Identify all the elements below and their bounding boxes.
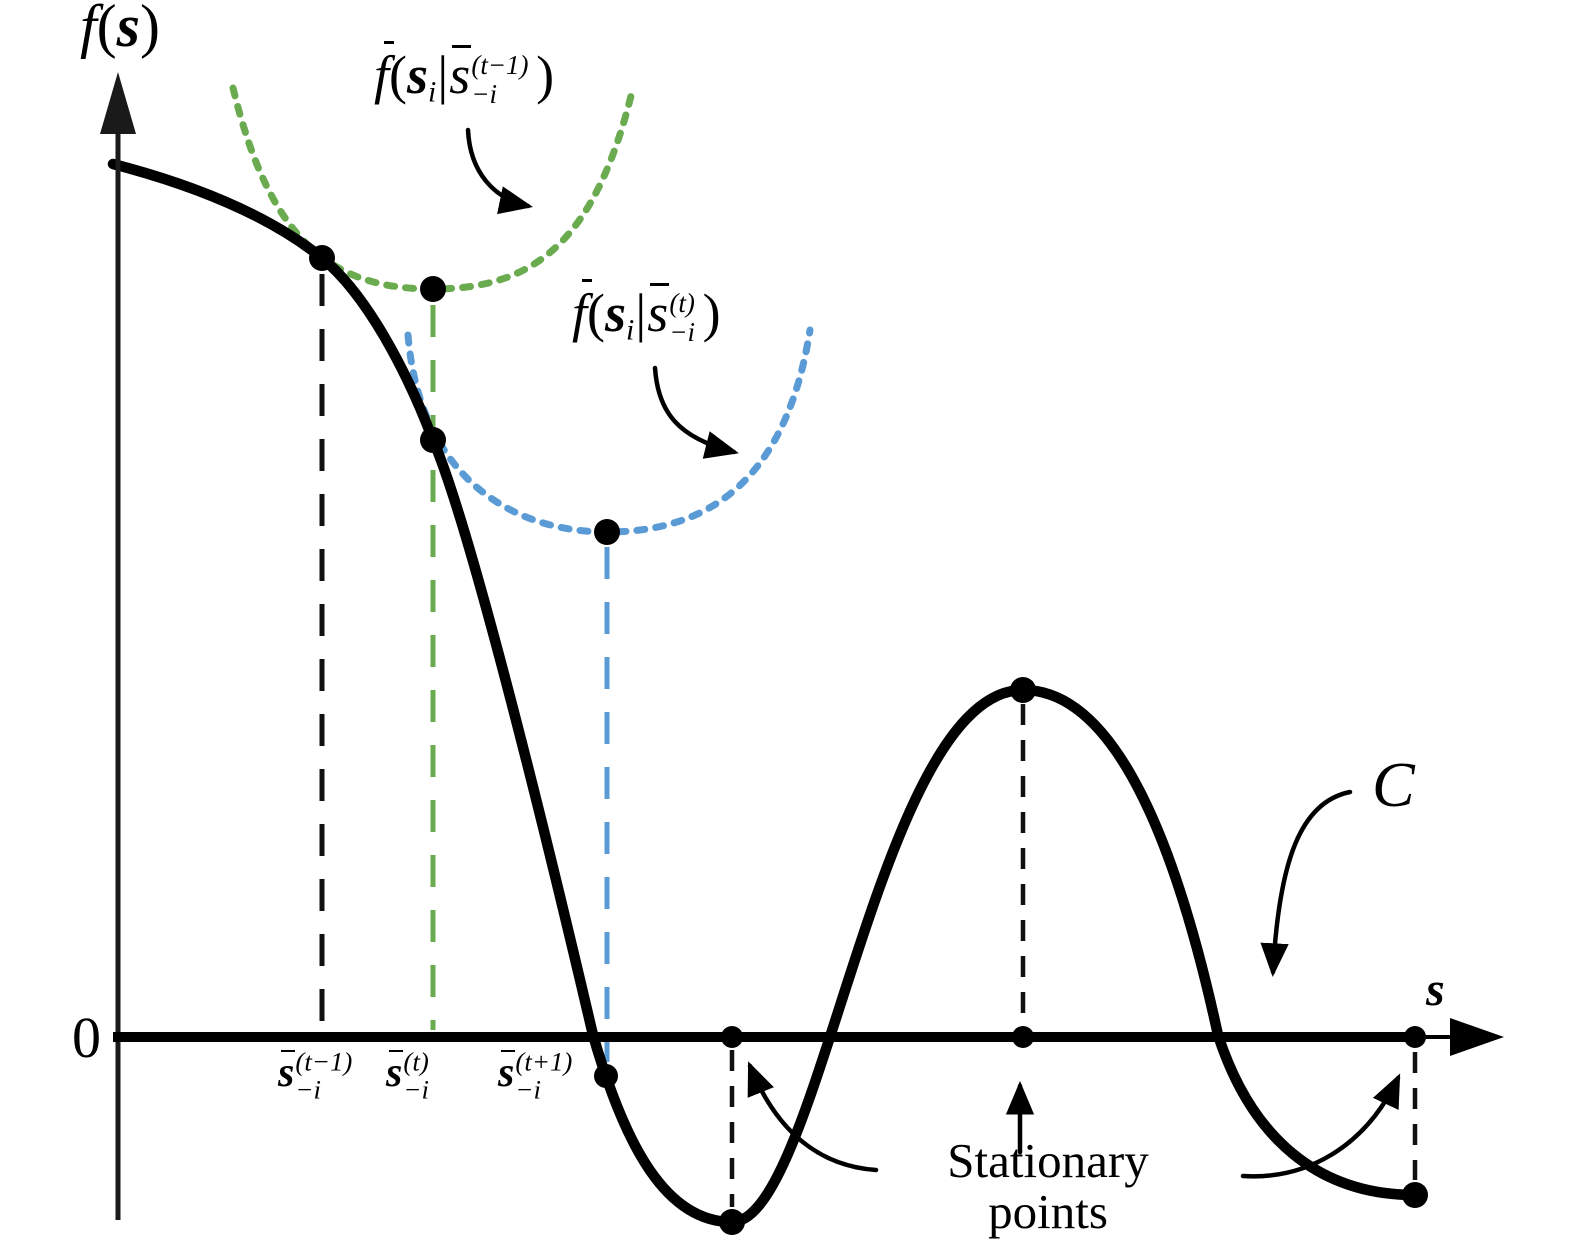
sup: (t+1) [515, 1046, 573, 1077]
stationary-line1: Stationary [947, 1133, 1149, 1188]
curve-label-arrow [1260, 789, 1353, 978]
annotation-arrows [465, 127, 1401, 1179]
y-label-f: f [80, 0, 97, 59]
open-paren: ( [389, 45, 407, 105]
dot-axis-max [1012, 1026, 1034, 1048]
sbar: s [278, 1049, 296, 1096]
scripts: (t−1) −i [295, 1046, 353, 1105]
y-label-arg: s [116, 0, 141, 59]
surrogate-curve-curr [404, 326, 814, 536]
surrogate-curr-arrow [652, 365, 739, 459]
open-paren: ( [587, 283, 605, 343]
dot-surrogate-curr-min [594, 519, 620, 545]
surrogate-label-curr: f(si|s (t) −i) [572, 278, 721, 347]
dot-iterate-next-on-curve [594, 1064, 618, 1088]
surrogate-prev-arrow [465, 127, 533, 215]
iterate-label-prev: s (t−1) −i [278, 1046, 353, 1105]
cond-sbar: s [647, 283, 670, 343]
iterate-guides [319, 274, 610, 1062]
curve-label: C [1372, 749, 1415, 820]
cond-sbar: s [449, 45, 472, 105]
fbar: f [572, 278, 593, 343]
arg-sub: i [428, 76, 437, 109]
scripts: (t+1) −i [515, 1046, 573, 1105]
dot-local-min-1 [719, 1209, 745, 1235]
sup: (t) [403, 1046, 429, 1077]
scripts: (t) −i [403, 1046, 430, 1105]
close-paren: ) [536, 45, 555, 105]
y-axis-arrowhead [100, 72, 136, 134]
cond-scripts: (t) −i [669, 289, 695, 346]
fbar: f [374, 40, 395, 105]
y-label-close: ) [140, 0, 160, 59]
arg-sub: i [626, 314, 635, 347]
dot-endpoint-min [1402, 1182, 1428, 1208]
x-axis-arrowhead [1450, 1018, 1504, 1056]
stationary-left-arrow [747, 1061, 879, 1173]
iterate-label-curr: s (t) −i [386, 1046, 430, 1105]
arg-s: s [605, 283, 627, 343]
cond-scripts: (t−1) −i [471, 51, 528, 108]
cond-sup: (t−1) [471, 50, 529, 81]
stationary-line2: points [988, 1183, 1108, 1239]
given-bar: | [635, 283, 647, 343]
stationary-right-arrow [1240, 1073, 1401, 1179]
cond-sub: −i [669, 316, 696, 347]
sub: −i [295, 1074, 322, 1105]
dot-local-max [1010, 677, 1036, 703]
sbar: s [498, 1049, 516, 1096]
dot-axis-end [1404, 1026, 1426, 1048]
sub: −i [515, 1074, 542, 1105]
dot-tangent-prev [309, 245, 335, 271]
dot-tangent-curr [420, 427, 446, 453]
origin-label: 0 [72, 1005, 101, 1070]
iterate-label-next: s (t+1) −i [498, 1046, 573, 1105]
sup: (t−1) [295, 1046, 353, 1077]
y-axis-label: f(s) [80, 0, 160, 61]
objective-curve [107, 158, 1421, 1228]
surrogate-curve-prev [229, 84, 637, 293]
close-paren: ) [702, 283, 721, 343]
stationary-guides [729, 704, 1418, 1207]
axes [100, 72, 1504, 1220]
cond-sup: (t) [669, 288, 695, 319]
dot-axis-min1 [721, 1026, 743, 1048]
sbar: s [386, 1049, 404, 1096]
y-label-open: ( [96, 0, 117, 59]
surrogate-label-prev: f(si|s (t−1) −i) [374, 40, 555, 109]
point-markers [309, 245, 1428, 1235]
stationary-points-label: Stationary points [898, 1133, 1198, 1239]
sub: −i [403, 1074, 430, 1105]
cond-sub: −i [471, 78, 498, 109]
x-axis-label: s [1426, 963, 1445, 1016]
arg-s: s [407, 45, 429, 105]
dot-surrogate-prev-min [420, 276, 446, 302]
given-bar: | [437, 45, 449, 105]
